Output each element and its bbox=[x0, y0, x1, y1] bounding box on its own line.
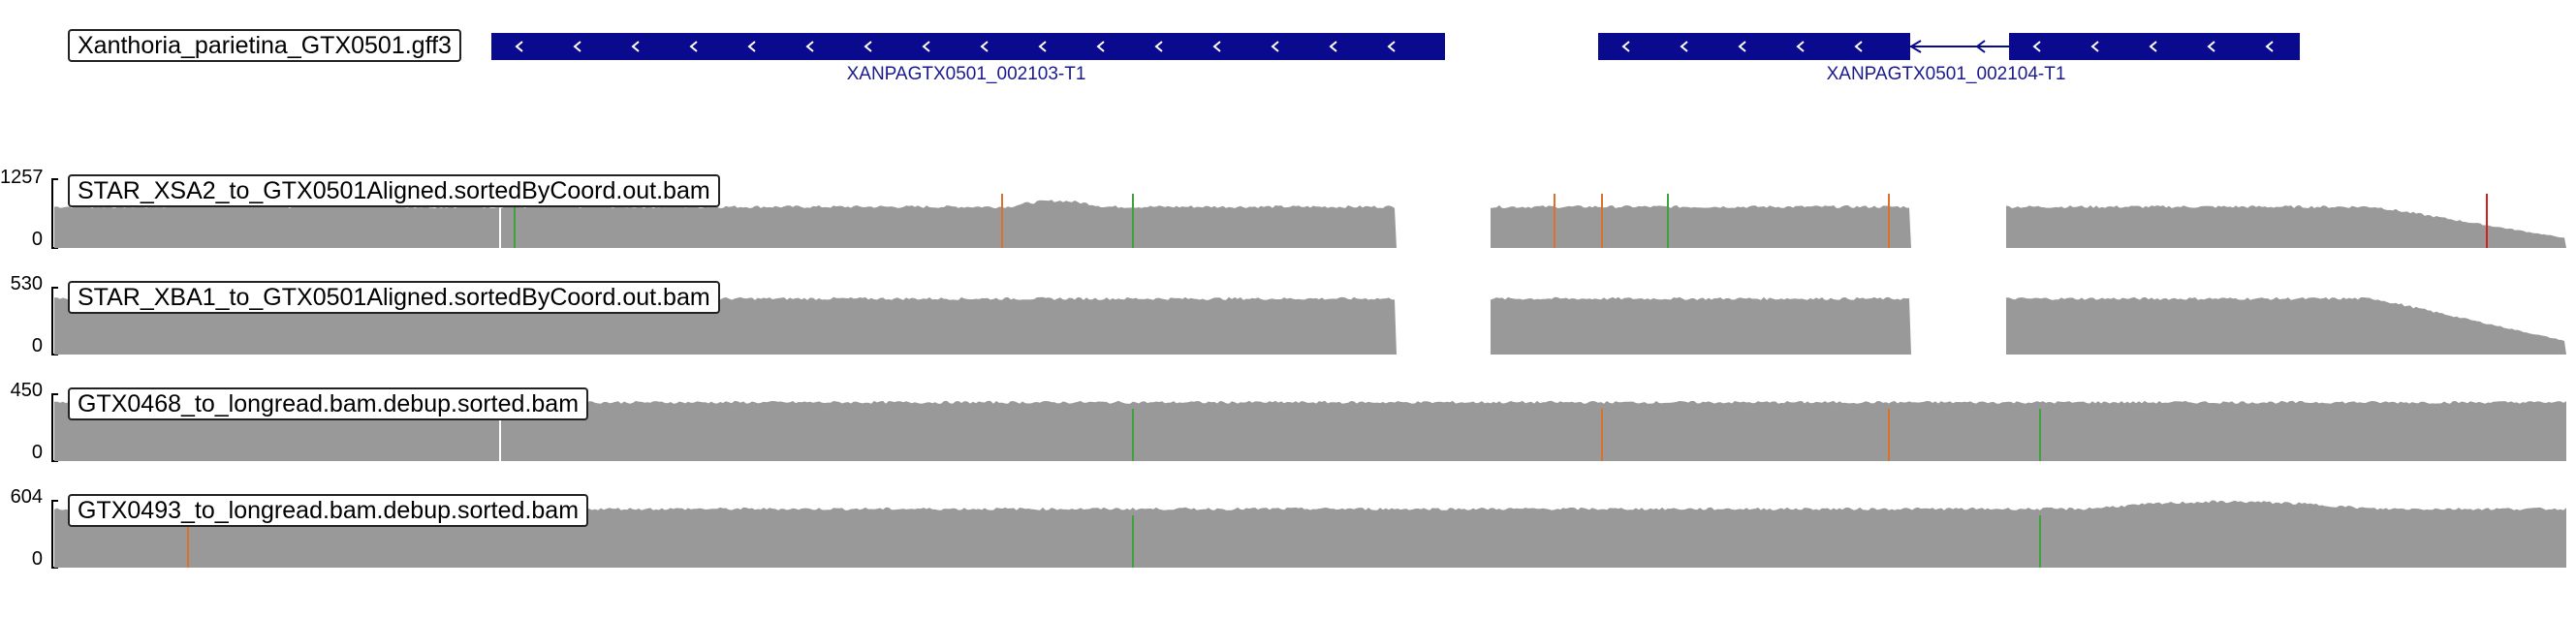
coverage-area bbox=[54, 184, 1397, 248]
variant-mark bbox=[499, 409, 501, 461]
strand-arrow-icon bbox=[689, 41, 698, 52]
coverage-area bbox=[1491, 296, 1911, 355]
variant-mark bbox=[1601, 409, 1603, 461]
variant-mark bbox=[1001, 194, 1003, 248]
y-min-label-xsa2: 0 bbox=[31, 229, 43, 250]
strand-arrow-icon bbox=[1387, 41, 1396, 52]
variant-mark bbox=[1554, 194, 1555, 248]
strand-arrow-icon bbox=[1621, 41, 1630, 52]
strand-arrow-icon bbox=[1854, 41, 1863, 52]
y-min-label-gtx0468: 0 bbox=[31, 442, 43, 463]
variant-mark bbox=[1601, 194, 1603, 248]
variant-mark bbox=[1132, 515, 1134, 568]
strand-arrow-icon bbox=[631, 41, 640, 52]
strand-arrow-icon bbox=[1038, 41, 1047, 52]
coverage-area bbox=[54, 400, 2566, 461]
coverage-track-label-xsa2[interactable]: STAR_XSA2_to_GTX0501Aligned.sortedByCoor… bbox=[68, 174, 720, 207]
y-max-label-gtx0493: 604 bbox=[10, 486, 43, 508]
intron-arrow-icon bbox=[1975, 40, 1986, 53]
coverage-area bbox=[1491, 204, 1911, 248]
coverage-track-label-xba1[interactable]: STAR_XBA1_to_GTX0501Aligned.sortedByCoor… bbox=[68, 281, 720, 314]
exon-block-002104-b bbox=[2009, 33, 2300, 60]
strand-arrow-icon bbox=[2207, 41, 2215, 52]
strand-arrow-icon bbox=[2149, 41, 2157, 52]
coverage-track-label-gtx0468[interactable]: GTX0468_to_longread.bam.debup.sorted.bam bbox=[68, 387, 589, 420]
gene-label-002103[interactable]: XANPAGTX0501_002103-T1 bbox=[846, 64, 1086, 84]
strand-arrow-icon bbox=[805, 41, 814, 52]
strand-arrow-icon bbox=[864, 41, 872, 52]
y-max-label-gtx0468: 450 bbox=[10, 380, 43, 401]
intron-arrow-icon bbox=[1909, 40, 1922, 53]
strand-arrow-icon bbox=[980, 41, 989, 52]
variant-mark bbox=[1132, 194, 1134, 248]
y-min-label-xba1: 0 bbox=[31, 335, 43, 356]
coverage-track-label-gtx0493[interactable]: GTX0493_to_longread.bam.debup.sorted.bam bbox=[68, 494, 589, 527]
variant-mark bbox=[1132, 409, 1134, 461]
variant-mark bbox=[2039, 409, 2041, 461]
strand-arrow-icon bbox=[1154, 41, 1163, 52]
annotation-track-label[interactable]: Xanthoria_parietina_GTX0501.gff3 bbox=[68, 29, 461, 62]
variant-mark bbox=[187, 515, 189, 568]
strand-arrow-icon bbox=[747, 41, 756, 52]
variant-mark bbox=[1888, 409, 1890, 461]
y-min-label-gtx0493: 0 bbox=[31, 548, 43, 570]
strand-arrow-icon bbox=[1329, 41, 1337, 52]
coverage-area bbox=[2006, 296, 2566, 355]
variant-mark bbox=[1888, 194, 1890, 248]
variant-mark bbox=[499, 194, 501, 248]
strand-arrow-icon bbox=[1738, 41, 1746, 52]
y-max-label-xba1: 530 bbox=[10, 273, 43, 294]
strand-arrow-icon bbox=[573, 41, 581, 52]
strand-arrow-icon bbox=[2090, 41, 2099, 52]
strand-arrow-icon bbox=[1680, 41, 1688, 52]
coverage-area bbox=[2006, 205, 2566, 248]
strand-arrow-icon bbox=[515, 41, 523, 52]
gene-label-002104[interactable]: XANPAGTX0501_002104-T1 bbox=[1826, 64, 2066, 84]
strand-arrow-icon bbox=[1271, 41, 1279, 52]
y-max-label-xsa2: 1257 bbox=[0, 167, 44, 188]
strand-arrow-icon bbox=[2032, 41, 2041, 52]
strand-arrow-icon bbox=[1796, 41, 1805, 52]
variant-mark bbox=[2486, 194, 2488, 248]
variant-mark bbox=[1667, 194, 1669, 248]
strand-arrow-icon bbox=[1212, 41, 1221, 52]
strand-arrow-icon bbox=[2265, 41, 2274, 52]
exon-block-002104-a bbox=[1598, 33, 1910, 60]
variant-mark bbox=[2039, 515, 2041, 568]
coverage-area bbox=[54, 500, 2566, 568]
variant-mark bbox=[514, 194, 516, 248]
gene-block-002103 bbox=[491, 33, 1445, 60]
strand-arrow-icon bbox=[922, 41, 930, 52]
strand-arrow-icon bbox=[1096, 41, 1105, 52]
